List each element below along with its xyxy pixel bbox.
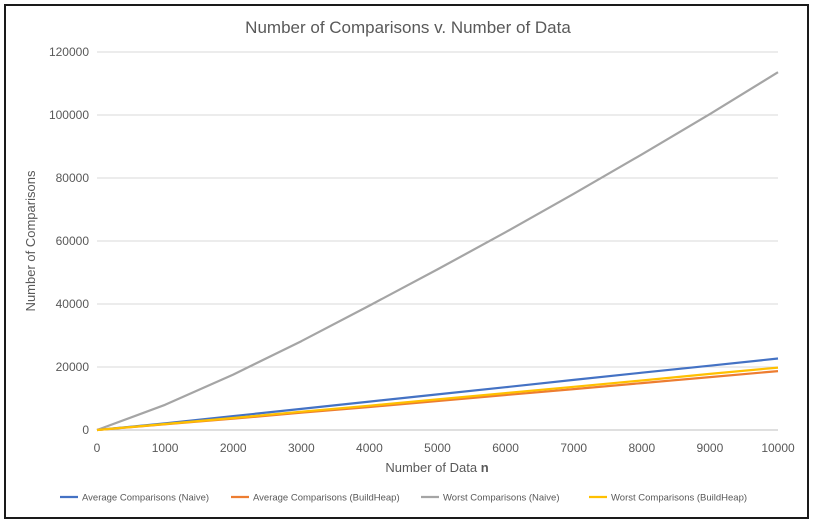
x-tick-label: 0: [94, 441, 101, 455]
y-tick-label: 100000: [49, 108, 89, 122]
gridlines: [97, 51, 778, 431]
legend-label: Worst Comparisons (BuildHeap): [611, 493, 747, 504]
chart-frame: [4, 4, 809, 519]
series-lines: [96, 71, 779, 432]
x-tick-label: 4000: [356, 441, 383, 455]
legend: Average Comparisons (Naive) Average Compa…: [60, 493, 747, 504]
y-tick-label: 0: [82, 423, 89, 437]
x-axis-ticks: 0 1000 2000 3000 4000 5000 6000 7000 8000 9000 100…: [94, 441, 795, 455]
y-axis-ticks: 0 20000 40000 60000 80000 100000 120000: [49, 45, 89, 437]
legend-label: Average Comparisons (BuildHeap): [253, 493, 400, 504]
x-tick-label: 5000: [424, 441, 451, 455]
x-tick-label: 6000: [492, 441, 519, 455]
series-line-0: [96, 357, 779, 432]
x-tick-label: 9000: [697, 441, 724, 455]
x-axis-title-text: Number of Data: [385, 460, 480, 475]
y-tick-label: 60000: [56, 234, 90, 248]
y-tick-label: 40000: [56, 297, 90, 311]
y-tick-label: 120000: [49, 45, 89, 59]
series-line-2: [96, 71, 779, 432]
x-axis-title-bold: n: [481, 460, 489, 475]
x-tick-label: 8000: [628, 441, 655, 455]
y-tick-label: 80000: [56, 171, 90, 185]
x-tick-label: 2000: [220, 441, 247, 455]
y-axis-title: Number of Comparisons: [23, 170, 38, 311]
x-tick-label: 7000: [560, 441, 587, 455]
x-tick-label: 3000: [288, 441, 315, 455]
legend-label: Worst Comparisons (Naive): [443, 493, 560, 504]
chart-title: Number of Comparisons v. Number of Data: [245, 18, 571, 37]
x-tick-label: 1000: [152, 441, 179, 455]
x-tick-label: 10000: [761, 441, 795, 455]
legend-label: Average Comparisons (Naive): [82, 493, 209, 504]
series-line-3: [96, 366, 779, 432]
x-axis-title: Number of Data n: [385, 460, 488, 475]
y-tick-label: 20000: [56, 360, 90, 374]
